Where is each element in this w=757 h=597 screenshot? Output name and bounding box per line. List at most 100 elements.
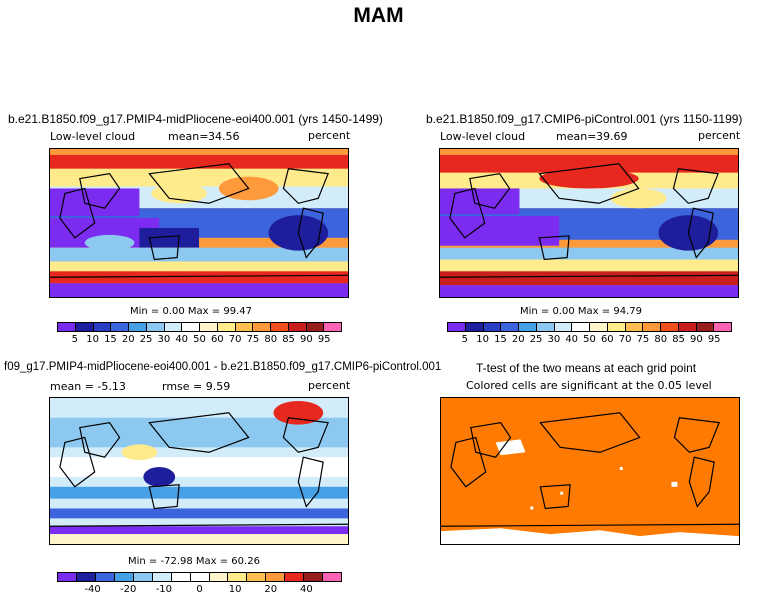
colorbar-swatch	[133, 573, 153, 581]
colorbar-swatch	[129, 323, 147, 331]
colorbar-tick-label: 50	[193, 334, 206, 345]
colorbar-tick-label: 40	[175, 334, 189, 345]
colorbar-swatch	[95, 573, 115, 581]
colorbar-tick-label: 20	[264, 584, 278, 595]
colorbar-tick-label: -20	[120, 584, 137, 595]
panel1-units: percent	[308, 129, 351, 142]
colorbar-tick-label: 0	[196, 584, 203, 595]
colorbar-tick-label: 15	[494, 334, 507, 345]
panel3-title: f09_g17.PMIP4-midPliocene-eoi400.001 - b…	[4, 361, 442, 373]
colorbar-tick-label: 70	[228, 334, 242, 345]
panel2-mean-label: mean=	[556, 130, 597, 143]
panel1-mean-value: 34.56	[208, 130, 240, 143]
colorbar-tick-label: 80	[654, 334, 668, 345]
figure-title: MAM	[353, 4, 404, 27]
colorbar-tick-label: 10	[228, 584, 242, 595]
colorbar-swatch	[324, 323, 341, 331]
colorbar-swatch	[182, 323, 200, 331]
panel1-mean-label: mean=	[168, 130, 209, 143]
colorbar-tick-label: -40	[84, 584, 101, 595]
colorbar-tick-label: 30	[547, 334, 561, 345]
colorbar-tick-label: 60	[210, 334, 224, 345]
colorbar-swatch	[714, 323, 731, 331]
colorbar-swatch	[590, 323, 608, 331]
panel1-variable-label: Low-level cloud	[50, 130, 136, 143]
colorbar-tick-label: 40	[565, 334, 579, 345]
colorbar-swatch	[501, 323, 519, 331]
colorbar-swatch	[285, 573, 305, 581]
colorbar-tick-label: 25	[139, 334, 153, 345]
colorbar-tick-label: 70	[618, 334, 632, 345]
panel2-title: b.e21.B1850.f09_g17.CMIP6-piControl.001 …	[426, 112, 743, 126]
panel2-colorbar	[447, 322, 732, 332]
colorbar-tick-label: 40	[300, 584, 313, 595]
colorbar-tick-label: 10	[86, 334, 99, 345]
colorbar-swatch	[572, 323, 590, 331]
panel2-map	[439, 148, 739, 298]
colorbar-swatch	[306, 323, 325, 331]
colorbar-tick-label: 20	[121, 334, 135, 345]
panel2-colorbar-ticks: 5 10 15 20 25 30 40 50 60 70 75 80 85 90 95	[447, 334, 732, 346]
colorbar-swatch	[228, 573, 248, 581]
colorbar-tick-label: 30	[157, 334, 171, 345]
panel4-title: T-test of the two means at each grid poi…	[476, 361, 697, 375]
panel4-significance-field	[441, 398, 739, 544]
colorbar-swatch	[448, 323, 466, 331]
colorbar-swatch	[536, 323, 555, 331]
panel1-colorbar	[57, 322, 342, 332]
panel1-minmax: Min = 0.00 Max = 99.47	[130, 306, 252, 317]
panel2-cloud-field	[440, 149, 738, 297]
colorbar-swatch	[465, 323, 484, 331]
colorbar-swatch	[323, 573, 342, 581]
colorbar-tick-label: 95	[317, 334, 331, 345]
colorbar-swatch	[146, 323, 165, 331]
colorbar-swatch	[661, 323, 679, 331]
colorbar-tick-label: 85	[282, 334, 295, 345]
colorbar-swatch	[190, 573, 210, 581]
colorbar-swatch	[114, 573, 134, 581]
colorbar-tick-label: 25	[529, 334, 543, 345]
panel3-difference-field	[50, 398, 348, 544]
panel3-mean: mean = -5.13	[50, 380, 126, 393]
colorbar-swatch	[253, 323, 271, 331]
colorbar-tick-label: 90	[300, 334, 313, 345]
colorbar-swatch	[271, 323, 289, 331]
colorbar-swatch	[58, 323, 76, 331]
colorbar-swatch	[152, 573, 172, 581]
colorbar-swatch	[288, 323, 307, 331]
colorbar-swatch	[217, 323, 236, 331]
colorbar-swatch	[75, 323, 94, 331]
colorbar-tick-label: 50	[583, 334, 596, 345]
panel3-minmax: Min = -72.98 Max = 60.26	[128, 556, 260, 567]
panel3-map	[49, 397, 349, 545]
colorbar-tick-label: 80	[264, 334, 278, 345]
colorbar-swatch	[304, 573, 324, 581]
colorbar-swatch	[111, 323, 129, 331]
colorbar-swatch	[483, 323, 502, 331]
panel1-colorbar-ticks: 5 10 15 20 25 30 40 50 60 70 75 80 85 90 95	[57, 334, 342, 346]
panel3-colorbar-ticks: -40 -20 -10 0 10 20 40	[57, 584, 342, 596]
colorbar-tick-label: 75	[246, 334, 260, 345]
panel3-units: percent	[308, 379, 351, 392]
colorbar-swatch	[519, 323, 537, 331]
colorbar-tick-label: 90	[690, 334, 703, 345]
colorbar-swatch	[643, 323, 661, 331]
panel1-title: b.e21.B1850.f09_g17.PMIP4-midPliocene-eo…	[8, 112, 383, 126]
panel1-map	[49, 148, 349, 298]
colorbar-tick-label: 85	[672, 334, 685, 345]
colorbar-tick-label: 20	[511, 334, 525, 345]
colorbar-swatch	[76, 573, 96, 581]
colorbar-tick-label: 10	[476, 334, 489, 345]
panel2-mean-value: 39.69	[596, 130, 628, 143]
colorbar-tick-label: 95	[707, 334, 721, 345]
panel4-map	[440, 397, 740, 545]
panel2-units: percent	[698, 129, 741, 142]
colorbar-tick-label: 15	[104, 334, 117, 345]
colorbar-tick-label: -10	[155, 584, 173, 595]
colorbar-swatch	[93, 323, 112, 331]
panel4-subtitle: Colored cells are significant at the 0.0…	[466, 379, 712, 392]
colorbar-swatch	[266, 573, 286, 581]
colorbar-swatch	[554, 323, 573, 331]
colorbar-swatch	[209, 573, 229, 581]
panel3-rmse: rmse = 9.59	[162, 380, 231, 393]
